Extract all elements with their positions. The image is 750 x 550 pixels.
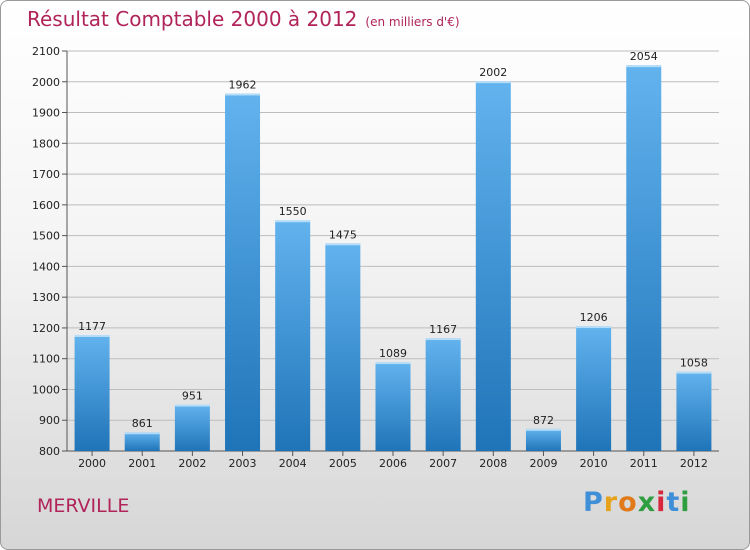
- y-tick-label: 900: [39, 414, 60, 427]
- x-tick-label: 2006: [379, 457, 407, 470]
- bar-value-label: 2002: [479, 66, 507, 79]
- x-tick-label: 2008: [479, 457, 507, 470]
- bar-highlight: [225, 93, 261, 96]
- x-tick-label: 2000: [78, 457, 106, 470]
- bar-highlight: [676, 371, 712, 374]
- x-tick-label: 2004: [279, 457, 307, 470]
- x-tick-label: 2007: [429, 457, 457, 470]
- bar-value-label: 872: [533, 414, 554, 427]
- y-tick-label: 2100: [32, 45, 60, 58]
- bar: [74, 335, 110, 451]
- bar-highlight: [275, 220, 311, 223]
- y-tick-label: 1800: [32, 137, 60, 150]
- bar-value-label: 2054: [630, 50, 658, 63]
- location-label: MERVILLE: [37, 495, 130, 517]
- y-tick-label: 1700: [32, 168, 60, 181]
- x-tick-label: 2009: [529, 457, 557, 470]
- bar-value-label: 861: [132, 417, 153, 430]
- y-tick-label: 1000: [32, 383, 60, 396]
- brand-letter: x: [637, 487, 657, 518]
- chart-title-text: Résultat Comptable 2000 à 2012: [27, 7, 358, 31]
- bar-highlight: [425, 338, 461, 341]
- bar-highlight: [626, 65, 662, 68]
- bar-highlight: [375, 362, 411, 365]
- bar-highlight: [525, 428, 561, 431]
- brand-letter: P: [583, 487, 604, 518]
- x-tick-label: 2012: [680, 457, 708, 470]
- y-tick-label: 1200: [32, 322, 60, 335]
- bar-highlight: [124, 432, 160, 435]
- bar-highlight: [475, 81, 511, 84]
- brand-letter: i: [680, 487, 691, 518]
- bar: [325, 243, 361, 451]
- brand-letter: t: [666, 487, 681, 518]
- bar-highlight: [74, 335, 110, 337]
- bar: [425, 338, 461, 451]
- labels: 800 900 1000 1100 1200 1300 1400 1500 1600 1700 18…: [32, 45, 708, 470]
- bar-value-label: 1475: [329, 228, 357, 241]
- x-tick-label: 2010: [580, 457, 608, 470]
- bars: [74, 65, 712, 452]
- chart-subtitle: (en milliers d'€): [365, 15, 460, 29]
- x-tick-label: 2002: [178, 457, 206, 470]
- bar-value-label: 1089: [379, 347, 407, 360]
- bar-highlight: [174, 404, 210, 407]
- brand-letter: o: [618, 487, 638, 518]
- x-tick-label: 2005: [329, 457, 357, 470]
- bar: [225, 93, 261, 451]
- bar-value-label: 1167: [429, 323, 457, 336]
- bar: [676, 371, 712, 451]
- y-tick-label: 1600: [32, 199, 60, 212]
- brand-letter: r: [603, 487, 619, 518]
- y-tick-label: 800: [39, 445, 60, 458]
- bar: [525, 428, 561, 451]
- bar: [626, 65, 662, 452]
- bar-value-label: 951: [182, 390, 203, 403]
- bar-value-label: 1206: [580, 311, 608, 324]
- y-tick-label: 1900: [32, 107, 60, 120]
- y-tick-label: 2000: [32, 76, 60, 89]
- y-tick-label: 1500: [32, 230, 60, 243]
- y-tick-label: 1100: [32, 353, 60, 366]
- bar: [375, 362, 411, 451]
- bar-value-label: 1550: [279, 205, 307, 218]
- bar: [275, 220, 311, 451]
- bar: [124, 432, 160, 451]
- bar-value-label: 1177: [78, 320, 106, 333]
- x-tick-label: 2011: [630, 457, 658, 470]
- brand-letter: i: [656, 487, 667, 518]
- y-tick-label: 1400: [32, 260, 60, 273]
- brand-logo: Proxiti: [583, 487, 691, 518]
- bar: [475, 81, 511, 452]
- bar: [174, 404, 210, 451]
- x-tick-label: 2003: [229, 457, 257, 470]
- chart-title: Résultat Comptable 2000 à 2012 (en millie…: [27, 7, 460, 31]
- bar-value-label: 1058: [680, 357, 708, 370]
- bar-highlight: [325, 243, 361, 246]
- x-tick-label: 2001: [128, 457, 156, 470]
- bar: [576, 326, 612, 451]
- bar-value-label: 1962: [229, 78, 257, 91]
- y-tick-label: 1300: [32, 291, 60, 304]
- bar-highlight: [576, 326, 612, 329]
